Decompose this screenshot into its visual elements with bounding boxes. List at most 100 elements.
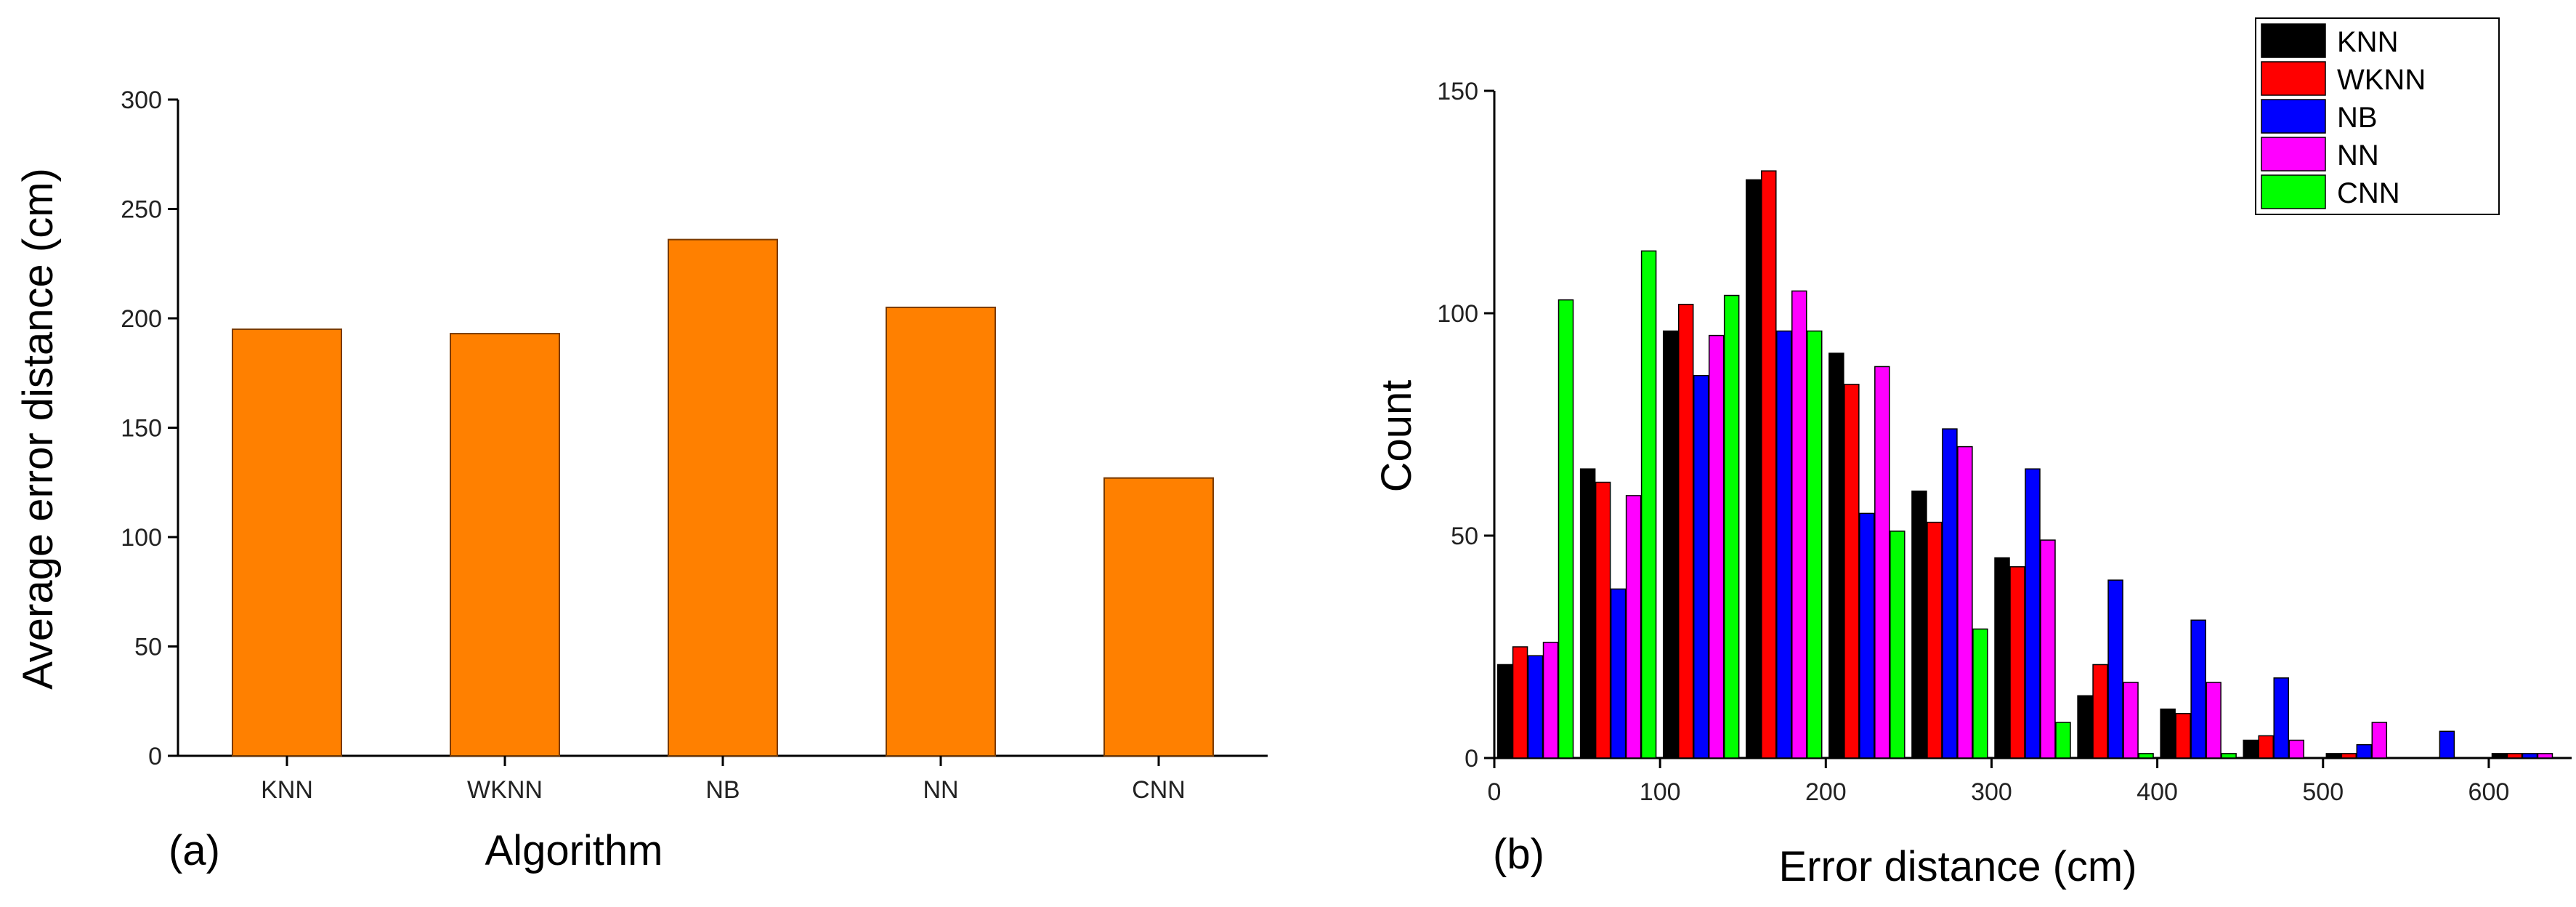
bar-knn-bin-325 (1994, 557, 2010, 759)
bar-cnn-bin-275 (1972, 628, 1988, 759)
bar-cnn-bin-175 (1807, 330, 1823, 759)
bar-nb-bin-175 (1776, 330, 1792, 759)
bar-nb-bin-375 (2107, 579, 2123, 759)
bar-nn-bin-625 (2537, 753, 2553, 759)
bar-knn-bin-225 (1828, 352, 1844, 759)
chart-a-x-tick-label: KNN (261, 776, 313, 804)
bar-knn-bin-175 (1746, 179, 1762, 759)
bar-nb (668, 238, 778, 757)
legend-label-wknn: WKNN (2337, 64, 2426, 96)
bar-nb-bin-425 (2190, 619, 2206, 759)
chart-b-x-tick-label: 500 (2302, 778, 2344, 806)
chart-a-y-tick-label: 300 (121, 86, 162, 114)
bar-knn-bin-475 (2243, 739, 2259, 759)
bar-cnn (1103, 477, 1214, 757)
bar-knn-bin-375 (2077, 695, 2093, 759)
bar-knn-bin-525 (2325, 753, 2342, 759)
chart-a-x-ticks: KNN WKNN NB NN CNN (261, 756, 1186, 804)
chart-b: Count Error distance (cm) (b) 050100150 … (1373, 17, 2572, 890)
legend-label-nn: NN (2337, 140, 2379, 172)
legend-swatch-nb (2261, 99, 2326, 134)
bar-knn-bin-75 (1579, 468, 1596, 759)
bar-nn-bin-525 (2371, 722, 2388, 759)
bar-wknn-bin-275 (1927, 521, 1943, 759)
chart-a-x-tick-label: NN (923, 776, 958, 804)
bar-knn-bin-125 (1662, 330, 1679, 759)
bar-wknn-bin-325 (2009, 566, 2025, 759)
bar-wknn-bin-625 (2506, 753, 2523, 759)
bar-nn-bin-325 (2040, 539, 2056, 759)
chart-b-y-tick-label: 100 (1437, 300, 1478, 328)
chart-a-panel-label: (a) (169, 827, 220, 874)
bar-wknn-bin-125 (1677, 304, 1694, 759)
legend-label-knn: KNN (2337, 26, 2398, 58)
chart-b-x-tick-label: 100 (1640, 778, 1681, 806)
bar-wknn (450, 333, 560, 757)
bar-knn-bin-275 (1911, 491, 1927, 759)
chart-a-x-tick-label: CNN (1132, 776, 1186, 804)
chart-a-y-tick-label: 0 (148, 743, 162, 770)
bar-nn-bin-475 (2288, 739, 2304, 759)
bar-cnn-bin-25 (1558, 299, 1574, 759)
chart-a-x-tick-label: NB (705, 776, 740, 804)
chart-a-bars (232, 238, 1214, 757)
bar-cnn-bin-225 (1890, 531, 1905, 759)
chart-b-y-tick-label: 0 (1465, 745, 1478, 773)
bar-nn-bin-125 (1708, 334, 1725, 759)
legend-swatch-wknn (2261, 61, 2326, 96)
chart-b-x-tick-label: 0 (1488, 778, 1502, 806)
chart-b-y-tick-label: 150 (1437, 78, 1478, 105)
chart-a: Average error distance (cm) Algorithm (a… (15, 86, 1268, 874)
bar-nb-bin-25 (1527, 655, 1544, 759)
bar-wknn-bin-375 (2092, 664, 2108, 759)
bar-wknn-bin-75 (1595, 481, 1611, 759)
chart-b-x-tick-label: 200 (1805, 778, 1847, 806)
bar-cnn-bin-75 (1640, 250, 1657, 759)
bar-knn (232, 328, 342, 757)
bar-nn-bin-375 (2123, 682, 2139, 759)
chart-b-x-tick-label: 400 (2136, 778, 2178, 806)
chart-a-xlabel: Algorithm (485, 827, 663, 874)
chart-a-y-tick-label: 50 (134, 634, 162, 661)
bar-nn-bin-25 (1542, 642, 1559, 759)
chart-b-x-tick-label: 300 (1971, 778, 2012, 806)
bar-nb-bin-125 (1693, 374, 1709, 759)
bar-nb-bin-325 (2025, 468, 2041, 759)
bar-wknn-bin-175 (1761, 170, 1777, 759)
chart-a-y-tick-label: 250 (121, 196, 162, 224)
bar-cnn-bin-125 (1723, 294, 1740, 759)
bar-cnn-bin-375 (2138, 753, 2154, 759)
bar-knn-bin-625 (2491, 753, 2508, 759)
bar-nn-bin-275 (1957, 446, 1973, 759)
bar-nb-bin-575 (2439, 730, 2455, 759)
chart-b-y-ticks: 0 50 100 150 (1437, 78, 1494, 773)
chart-b-x-ticks: 0 100 200 300 400 500 600 (1488, 758, 2510, 806)
bar-wknn-bin-25 (1512, 646, 1528, 759)
bar-nb-bin-275 (1942, 428, 1958, 759)
bar-knn-bin-25 (1496, 664, 1513, 759)
bar-cnn-bin-425 (2221, 753, 2237, 759)
bar-nn-bin-175 (1791, 290, 1807, 759)
bar-nb-bin-75 (1610, 588, 1627, 759)
chart-a-y-ticks: 0 50 100 150 200 250 300 (121, 86, 178, 770)
legend-swatch-nn (2261, 137, 2326, 172)
chart-b-legend: KNN WKNN NB NN CNN (2255, 17, 2500, 215)
bar-nb-bin-525 (2356, 743, 2373, 759)
bar-cnn-bin-325 (2055, 722, 2071, 759)
bar-knn-bin-425 (2160, 708, 2176, 759)
chart-a-y-tick-label: 150 (121, 415, 162, 443)
bar-nb-bin-625 (2522, 753, 2538, 759)
bar-nn-bin-425 (2206, 682, 2221, 759)
legend-label-nb: NB (2337, 102, 2378, 134)
chart-b-bars (1496, 170, 2553, 759)
bar-wknn-bin-225 (1844, 384, 1860, 759)
bar-nb-bin-475 (2273, 677, 2289, 759)
chart-a-y-tick-label: 100 (121, 524, 162, 552)
bar-nn (886, 306, 996, 757)
chart-b-x-tick-label: 600 (2468, 778, 2510, 806)
chart-b-ylabel: Count (1373, 380, 1420, 493)
bar-wknn-bin-425 (2175, 713, 2191, 759)
bar-wknn-bin-525 (2341, 753, 2357, 759)
bar-nn-bin-225 (1874, 366, 1890, 759)
